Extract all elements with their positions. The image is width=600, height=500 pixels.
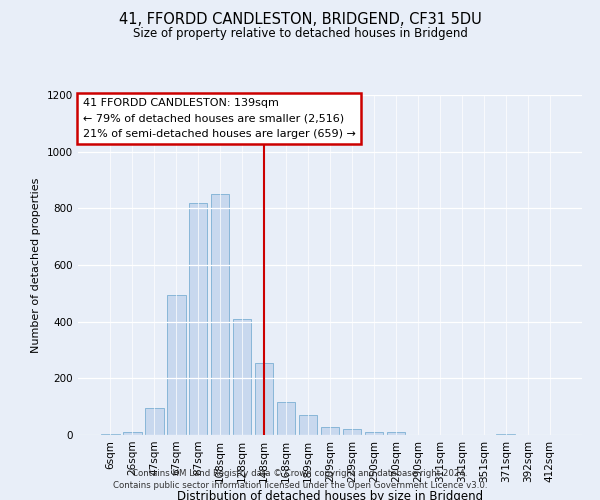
Bar xyxy=(167,294,185,435)
X-axis label: Distribution of detached houses by size in Bridgend: Distribution of detached houses by size … xyxy=(177,490,483,500)
Bar xyxy=(211,194,229,435)
Text: Contains HM Land Registry data © Crown copyright and database right 2024.: Contains HM Land Registry data © Crown c… xyxy=(132,468,468,477)
Bar xyxy=(145,408,164,435)
Bar xyxy=(101,434,119,435)
Bar xyxy=(233,319,251,435)
Bar xyxy=(386,432,405,435)
Bar xyxy=(343,430,361,435)
Bar xyxy=(189,202,208,435)
Text: 41 FFORDD CANDLESTON: 139sqm
← 79% of detached houses are smaller (2,516)
21% of: 41 FFORDD CANDLESTON: 139sqm ← 79% of de… xyxy=(83,98,356,139)
Bar xyxy=(365,432,383,435)
Bar xyxy=(255,363,274,435)
Text: 41, FFORDD CANDLESTON, BRIDGEND, CF31 5DU: 41, FFORDD CANDLESTON, BRIDGEND, CF31 5D… xyxy=(119,12,481,28)
Bar xyxy=(123,432,142,435)
Bar xyxy=(320,426,340,435)
Bar xyxy=(496,434,515,435)
Text: Contains public sector information licensed under the Open Government Licence v3: Contains public sector information licen… xyxy=(113,481,487,490)
Text: Size of property relative to detached houses in Bridgend: Size of property relative to detached ho… xyxy=(133,28,467,40)
Y-axis label: Number of detached properties: Number of detached properties xyxy=(31,178,41,352)
Bar xyxy=(277,402,295,435)
Bar xyxy=(299,415,317,435)
